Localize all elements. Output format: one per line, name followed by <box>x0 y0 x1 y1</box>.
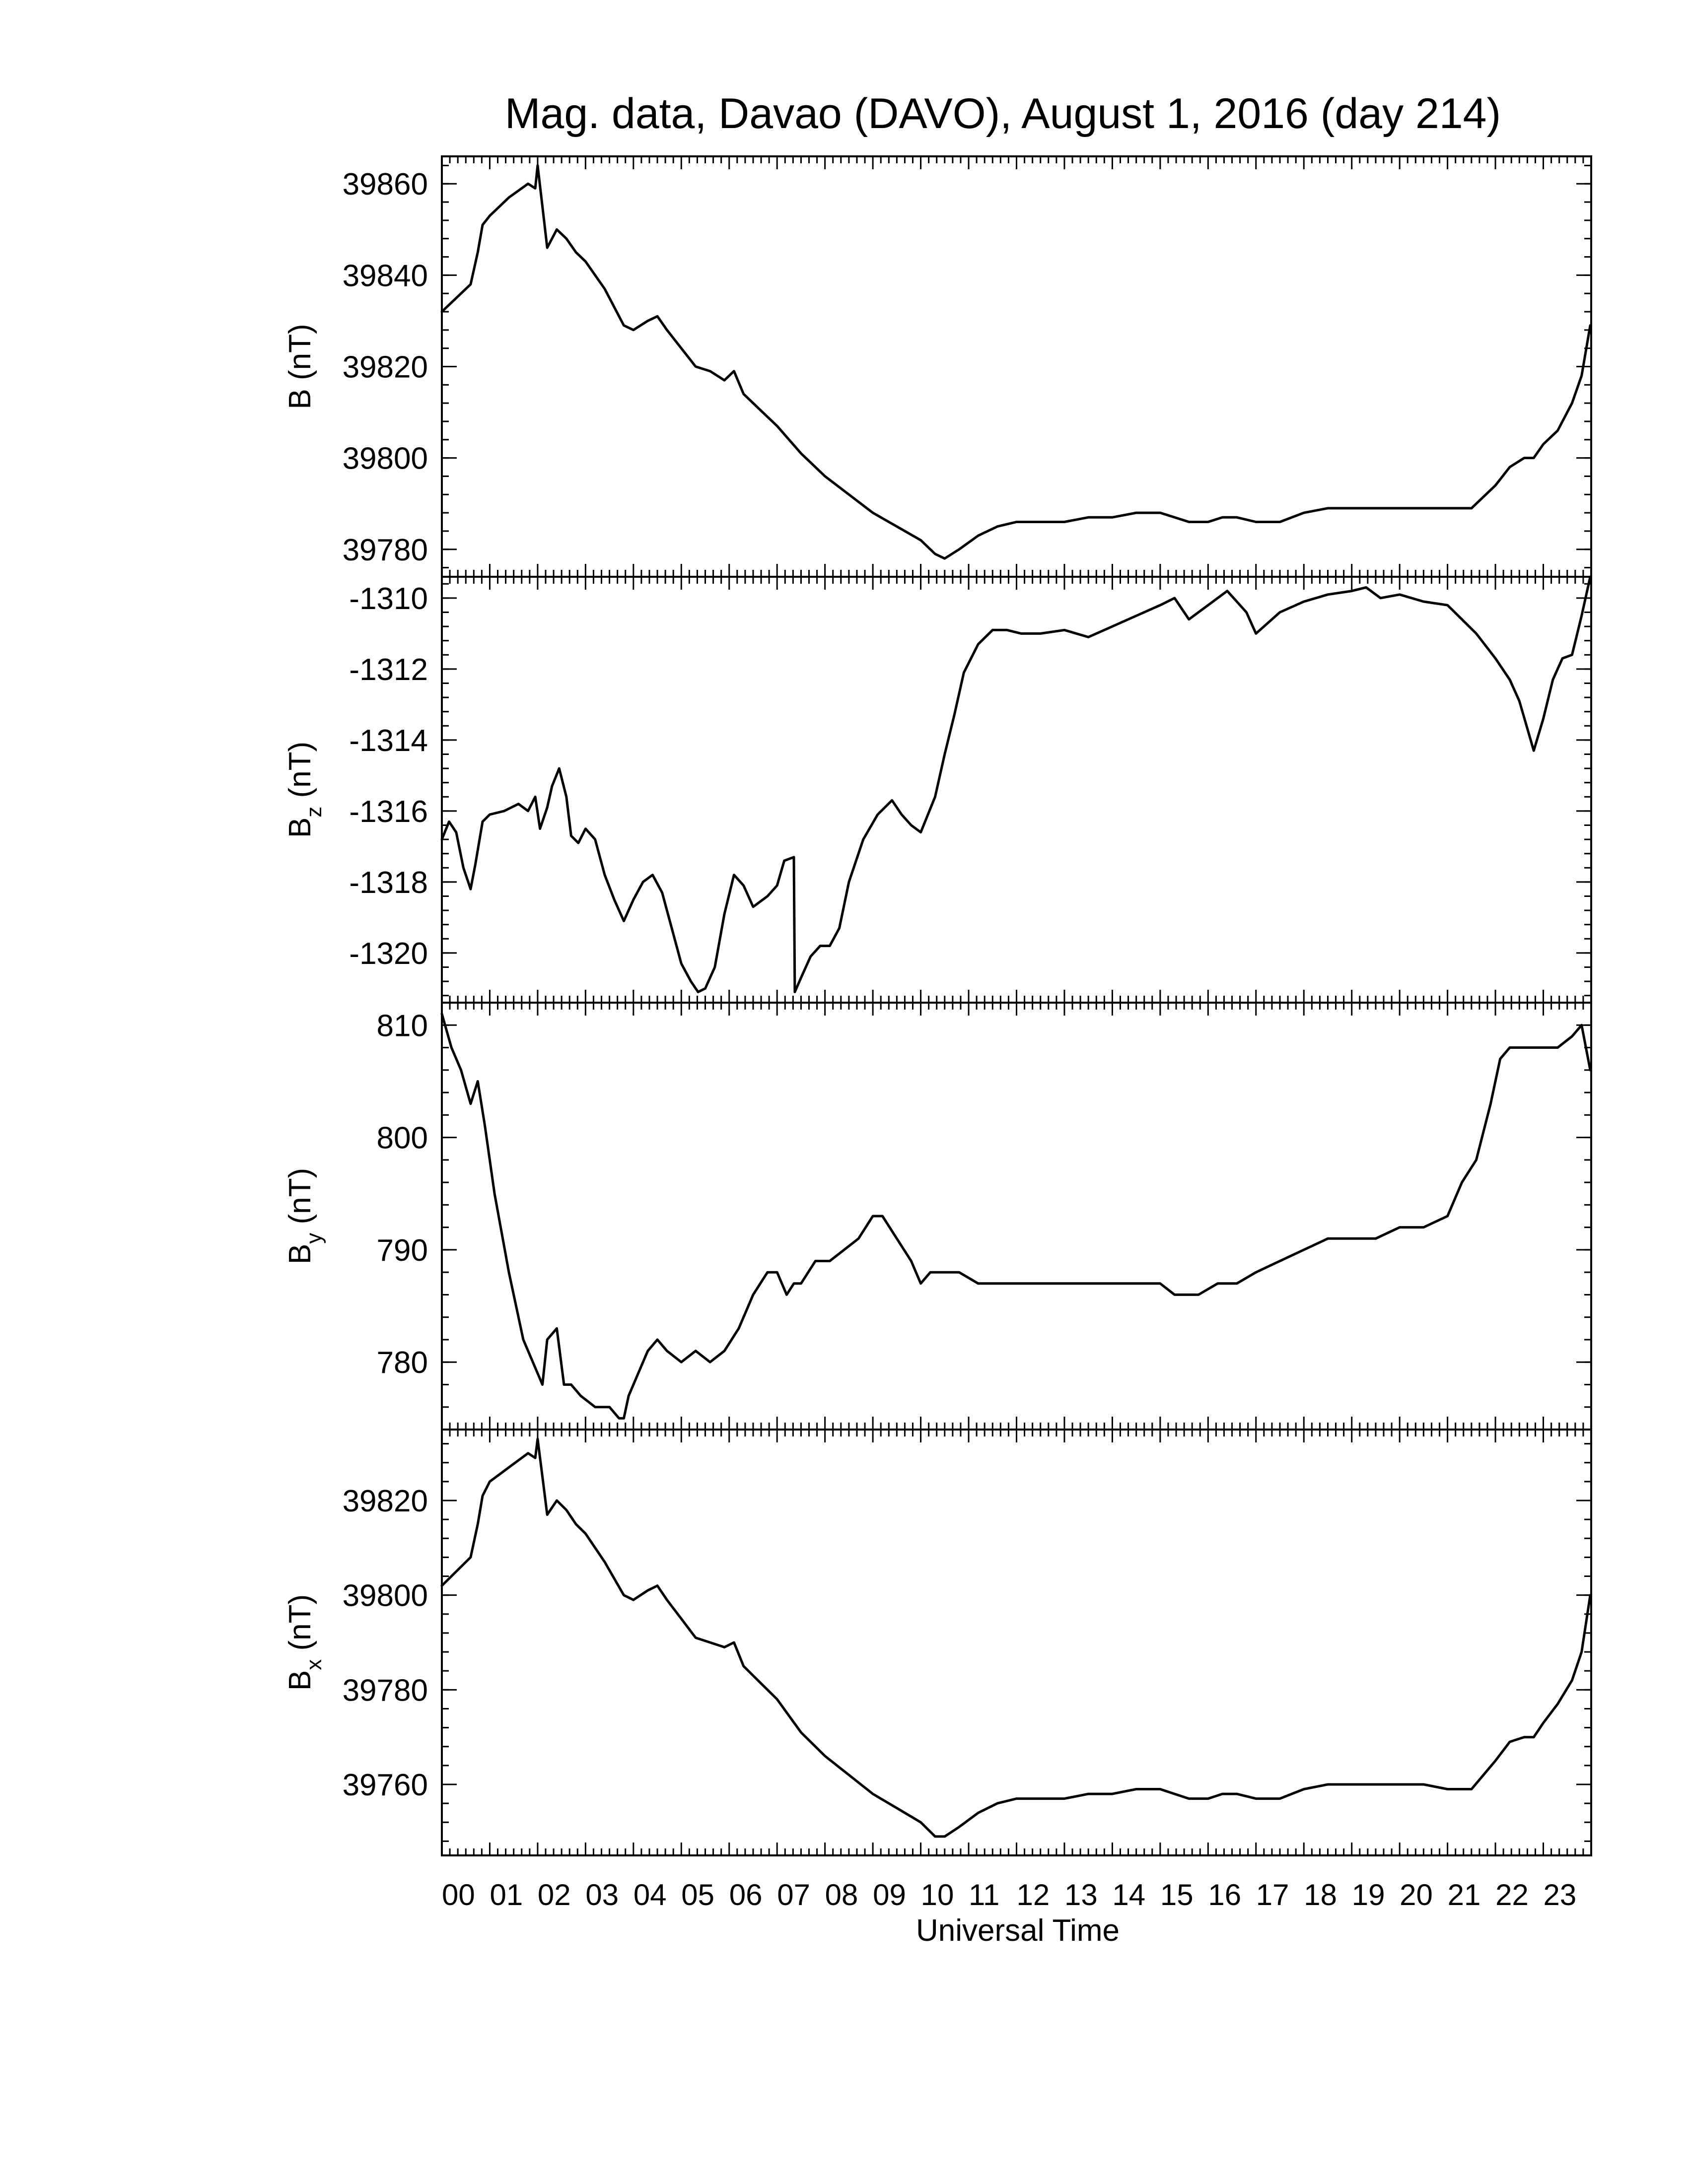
y-tick-label: -1320 <box>349 937 428 971</box>
x-tick-label: 10 <box>921 1878 954 1911</box>
x-tick-label: 18 <box>1304 1878 1337 1911</box>
x-tick-label: 23 <box>1544 1878 1577 1911</box>
y-tick-label: 810 <box>377 1009 428 1043</box>
x-axis-label: Universal Time <box>916 1913 1120 1948</box>
y-tick-label: 39800 <box>343 1579 428 1613</box>
panel-frame <box>441 155 1592 578</box>
y-tick-label: 39860 <box>343 167 428 202</box>
series-line-1 <box>440 575 1592 993</box>
panel-frame <box>441 1002 1592 1431</box>
y-tick-label: 39780 <box>343 1673 428 1707</box>
x-tick-label: 22 <box>1495 1878 1529 1911</box>
y-tick-label: 39820 <box>343 350 428 385</box>
x-tick-label: 08 <box>825 1878 858 1911</box>
y-tick-label: -1312 <box>349 653 428 687</box>
x-tick-label: 11 <box>969 1878 999 1911</box>
x-tick-label: 19 <box>1352 1878 1385 1911</box>
x-tick-label: 17 <box>1256 1878 1289 1911</box>
x-tick-label: 21 <box>1448 1878 1481 1911</box>
panel-frame <box>441 1429 1592 1856</box>
x-tick-label: 05 <box>681 1878 714 1911</box>
y-tick-label: 39820 <box>343 1484 428 1518</box>
x-tick-label: 00 <box>442 1878 475 1911</box>
x-tick-label: 13 <box>1064 1878 1098 1911</box>
panel-frame <box>441 576 1592 1004</box>
x-tick-label: 04 <box>633 1878 667 1911</box>
x-tick-label: 12 <box>1017 1878 1050 1911</box>
panel-2: 780 790 800 810 By (nT) <box>283 1002 1592 1431</box>
x-tick-labels: 00 01 02 03 04 05 06 07 08 09 10 11 12 13 14 15 16 17 18 19… <box>442 1878 1576 1911</box>
x-tick-label: 07 <box>777 1878 810 1911</box>
y-axis-label: By (nT) <box>283 1168 326 1264</box>
x-tick-label: 16 <box>1208 1878 1241 1911</box>
panels-group: 39780 39800 39820 39840 39860 B (nT) -1320 -131… <box>283 155 1592 1856</box>
x-tick-label: 14 <box>1112 1878 1145 1911</box>
x-tick-label: 06 <box>729 1878 763 1911</box>
x-tick-label: 20 <box>1400 1878 1433 1911</box>
y-axis-label: Bz (nT) <box>283 742 326 838</box>
y-axis-label: Bx (nT) <box>283 1594 326 1691</box>
x-tick-label: 15 <box>1160 1878 1194 1911</box>
y-tick-label: 39840 <box>343 259 428 293</box>
panel-0: 39780 39800 39820 39840 39860 B (nT) <box>283 155 1592 578</box>
y-tick-label: -1310 <box>349 582 428 616</box>
series-line-2 <box>440 1013 1592 1420</box>
y-axis-label: B (nT) <box>283 324 317 409</box>
y-tick-label: 39760 <box>343 1768 428 1802</box>
panel-3: 39760 39780 39800 39820 Bx (nT) <box>283 1429 1592 1856</box>
y-tick-label: 800 <box>377 1121 428 1156</box>
y-tick-label: -1316 <box>349 795 428 829</box>
y-tick-label: 39780 <box>343 533 428 567</box>
y-tick-label: 39800 <box>343 442 428 476</box>
series-line-3 <box>440 1437 1592 1838</box>
y-tick-label: 790 <box>377 1233 428 1268</box>
y-tick-label: 780 <box>377 1346 428 1380</box>
y-tick-label: -1314 <box>349 724 428 758</box>
y-tick-label: -1318 <box>349 866 428 900</box>
x-tick-label: 01 <box>490 1878 523 1911</box>
series-line-0 <box>440 164 1592 560</box>
chart-title: Mag. data, Davao (DAVO), August 1, 2016 … <box>505 90 1501 137</box>
panel-1: -1320 -1318 -1316 -1314 -1312 -1310 Bz (nT) <box>283 575 1592 1004</box>
x-tick-label: 09 <box>873 1878 906 1911</box>
x-tick-label: 03 <box>585 1878 619 1911</box>
x-tick-label: 02 <box>538 1878 571 1911</box>
